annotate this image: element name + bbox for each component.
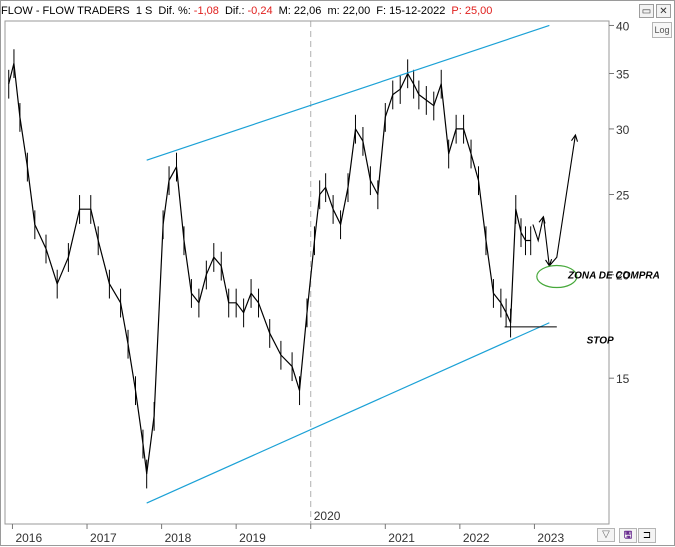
x-tick-label-2023: 2023 [537,531,564,545]
overlay-layer [146,24,579,504]
window-controls: ▭ ✕ [639,4,671,18]
price-value: 25,00 [464,5,493,17]
buy-zone-ellipse [536,264,578,289]
y-tick-label-25: 25 [616,188,630,202]
period-label: 1 S [135,5,153,17]
close-button[interactable]: ✕ [656,4,671,18]
projection-arrowhead-mid [538,215,546,224]
expand-icon[interactable]: ⊐ [638,528,656,543]
annotation-layer: ZONA DE COMPRA STOP [567,271,660,347]
x-tick-label-2022: 2022 [463,531,490,545]
symbol-title: FLOW - FLOW TRADERS [1,5,130,17]
annotation-0: ZONA DE COMPRA [567,271,660,282]
x-tick-label-2020: 2020 [314,509,341,523]
x-tick-label-2016: 2016 [15,531,42,545]
x-tick-label-2019: 2019 [239,531,266,545]
axis-layer: 2016 2017 2018 2019 2020 2021 2022 2023 15 20 25 30… [4,19,630,545]
chart-header: FLOW - FLOW TRADERS 1 S Dif. %: -1,08 Dif… [1,1,621,21]
plot-frame [4,20,610,525]
max-label: M: [278,5,291,17]
dif-label: Dif.: [224,5,245,17]
minimize-button[interactable]: ▭ [639,4,654,18]
min-value: 22,00 [342,5,371,17]
log-scale-button[interactable]: Log [652,22,672,38]
save-icon[interactable]: 🖫 [619,528,637,543]
date-value: 15-12-2022 [389,5,446,17]
y-tick-label-15: 15 [616,372,630,386]
price-label: P: [451,5,462,17]
scroll-button[interactable]: ▽ [597,528,615,542]
dif-pct-value: -1,08 [193,5,219,17]
projection-path [532,134,576,268]
x-tick-label-2018: 2018 [165,531,192,545]
x-tick-label-2017: 2017 [90,531,117,545]
annotation-1: STOP [587,336,614,347]
y-tick-label-40: 40 [616,19,630,33]
bottom-toolbar: 🖫 ⊐ [619,528,656,543]
price-bars-layer [8,49,532,489]
channel-lower-line [146,322,550,504]
date-label: F: [376,5,387,17]
y-tick-label-20: 20 [616,269,630,283]
price-series-line [8,62,531,475]
channel-upper-line [146,24,550,161]
projection-arrowhead-up [571,133,579,142]
min-label: m: [327,5,340,17]
dif-value: -0,24 [247,5,273,17]
dif-pct-label: Dif. %: [158,5,191,17]
y-tick-label-30: 30 [616,123,630,137]
x-tick-label-2021: 2021 [388,531,415,545]
y-tick-label-35: 35 [616,67,630,81]
max-value: 22,06 [293,5,322,17]
